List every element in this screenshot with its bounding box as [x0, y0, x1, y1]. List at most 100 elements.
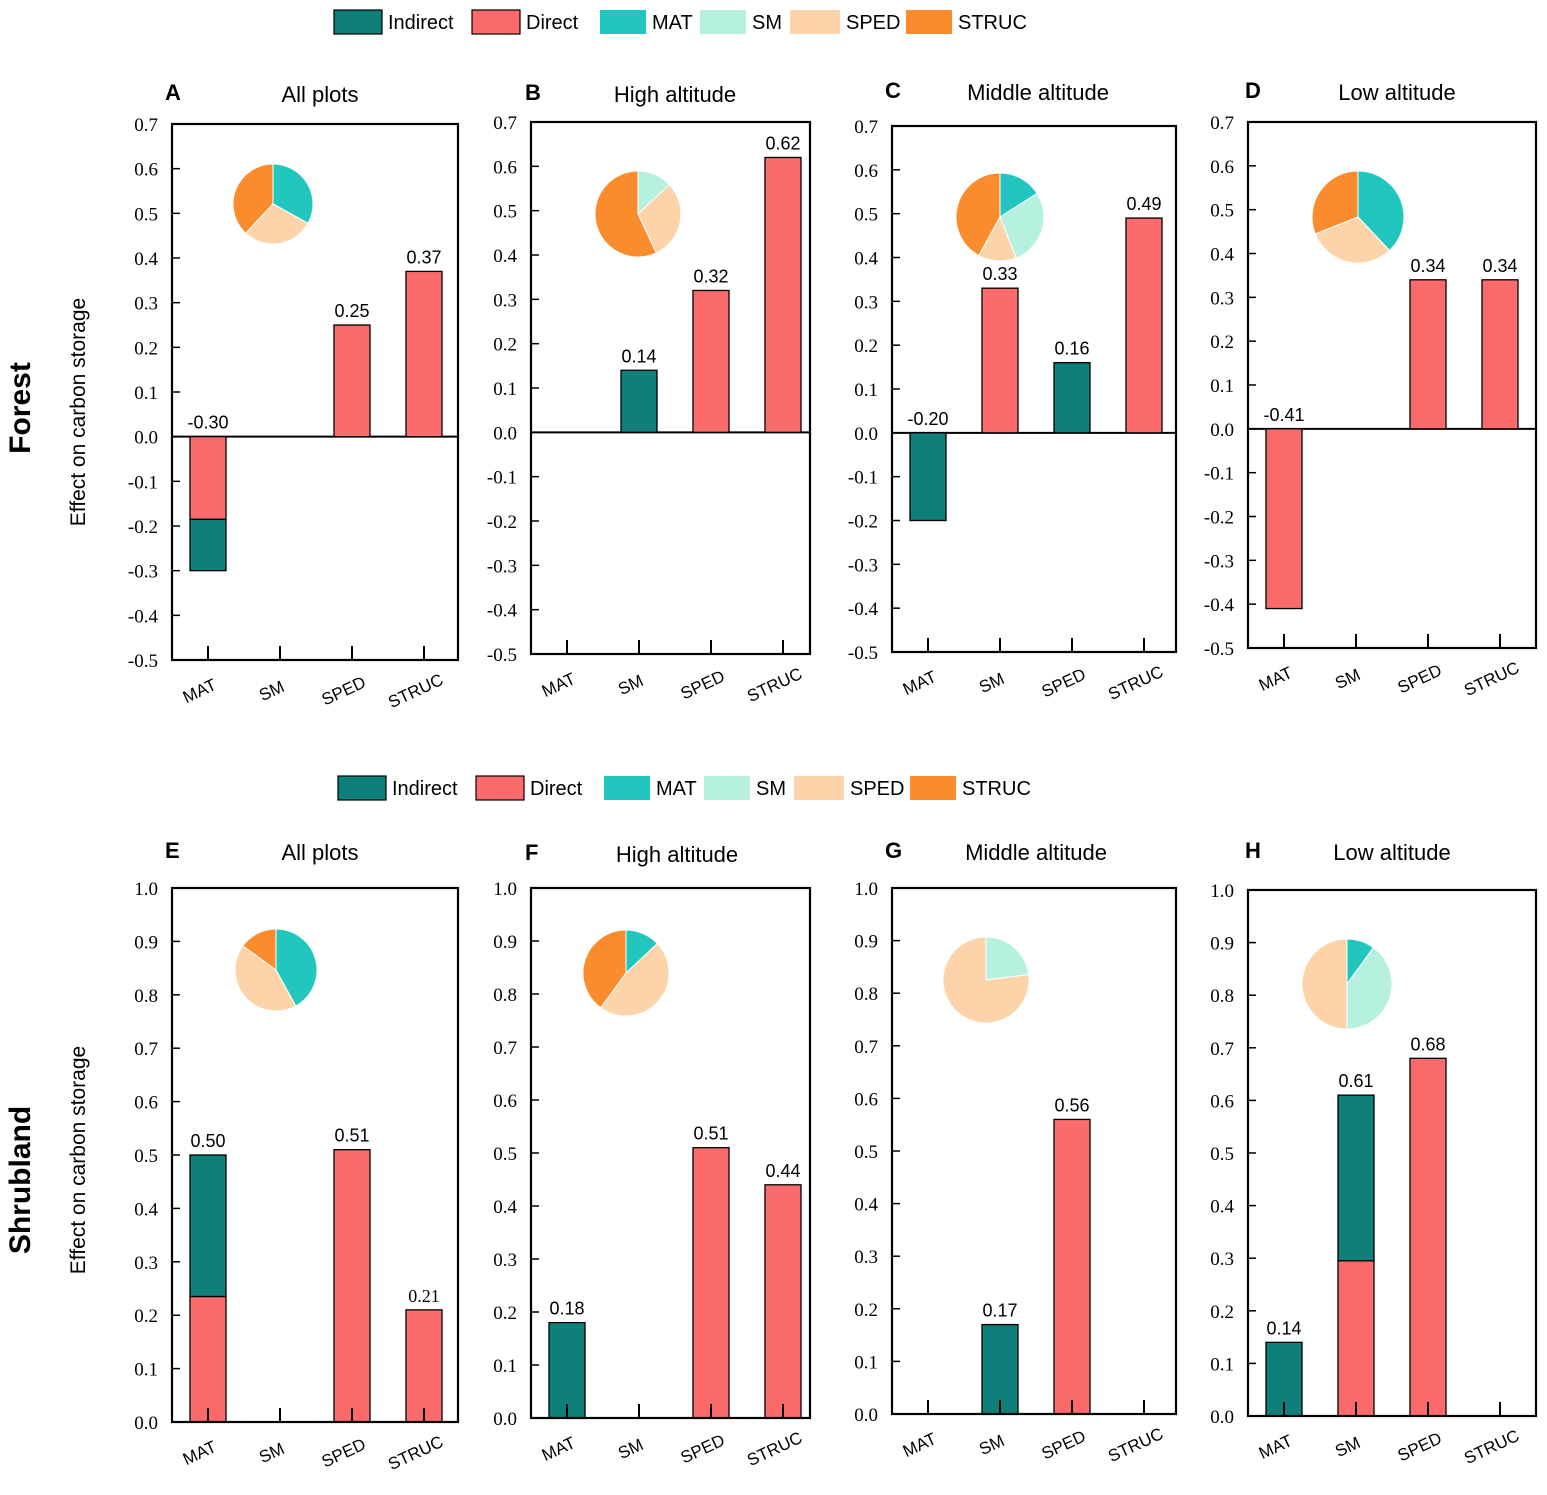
x-tick-label-sped: SPED [1395, 661, 1445, 698]
x-tick-label-struc: STRUC [1461, 1426, 1522, 1468]
y-tick-label: 0.3 [1210, 1249, 1234, 1270]
y-tick-label: 0.3 [134, 1253, 158, 1274]
y-tick-label: 0.5 [854, 1142, 878, 1163]
panel-h: H Low altitude 0.0 0.1 0.2 0.3 0.4 0.5 0.6 0.7 0.8… [1210, 838, 1538, 1468]
y-tick-label: 0.7 [493, 113, 517, 134]
pie-slice-sm [1346, 946, 1393, 1030]
x-tick-label-mat: MAT [539, 1433, 578, 1465]
y-tick-label: 0.1 [493, 1356, 517, 1377]
panel-title: Middle altitude [967, 80, 1109, 105]
pie-slice-struc [594, 170, 657, 258]
y-tick-label: 0.2 [134, 338, 158, 359]
value-label-sped: 0.56 [1054, 1095, 1089, 1115]
pie-slice-mat [275, 928, 318, 1007]
legend-shrubland-label-sped: SPED [850, 778, 904, 800]
value-label-mat: 0.50 [190, 1131, 225, 1151]
value-label-sped: 0.25 [334, 301, 369, 321]
y-tick-label: -0.1 [848, 468, 878, 489]
x-tick-label-struc: STRUC [1461, 658, 1522, 700]
panel-letter: B [525, 80, 541, 105]
value-label-mat: 0.14 [1266, 1318, 1301, 1338]
bar-direct-mat [189, 436, 227, 520]
y-tick-label: 0.7 [854, 117, 878, 138]
y-tick-label: 0.3 [854, 1247, 878, 1268]
panel-title: All plots [281, 82, 358, 107]
y-tick-label: 0.9 [1210, 934, 1234, 955]
panel-letter: G [885, 838, 902, 863]
y-tick-label: -0.2 [487, 512, 517, 533]
panel-b: B High altitude -0.5 -0.4 -0.3 -0.2 -0.1 0.0 0.1… [487, 80, 812, 706]
x-tick-label-struc: STRUC [744, 1428, 805, 1470]
panel-e: E All plots 0.0 0.1 0.2 0.3 0.4 0.5 0.6 0.7 0.8 0.9… [134, 838, 460, 1474]
pie-slice-mat [999, 172, 1038, 218]
legend-forest-swatch-indirect [333, 9, 383, 35]
y-tick-label: -0.1 [487, 468, 517, 489]
legend-shrubland-label-direct: Direct [530, 778, 583, 800]
x-tick-label-sm: SM [1332, 1433, 1363, 1461]
pie-slice-sped [234, 945, 297, 1012]
y-tick-label: 0.0 [493, 1409, 517, 1430]
pie-slice-sped [244, 203, 309, 245]
y-tick-label: 0.0 [1210, 420, 1234, 441]
legend-forest-swatch-mat [600, 10, 646, 34]
y-tick-label: 0.0 [134, 1413, 158, 1434]
legend-forest-label-struc: STRUC [958, 12, 1027, 34]
y-tick-label: 0.5 [134, 204, 158, 225]
y-tick-label: 0.3 [134, 294, 158, 315]
panel-d: D Low altitude -0.5 -0.4 -0.3 -0.2 -0.1 0.0 0.1 0… [1204, 78, 1538, 700]
value-label-sm: 0.33 [982, 264, 1017, 284]
row-label-forest: Forest [4, 362, 37, 454]
pie-slice-struc [232, 163, 274, 234]
legend-shrubland-label-indirect: Indirect [392, 778, 458, 800]
y-tick-label: 0.2 [854, 1300, 878, 1321]
y-tick-label: 0.5 [493, 202, 517, 223]
legend-forest: Indirect Direct MAT SM SPED STRUC [333, 9, 1027, 35]
legend-shrubland-swatch-indirect [337, 775, 387, 801]
y-tick-label: 0.7 [1210, 113, 1234, 134]
y-tick-label: 0.6 [854, 1089, 878, 1110]
y-tick-label: 0.1 [1210, 376, 1234, 397]
bar-direct-sm [1337, 1260, 1375, 1417]
x-tick-label-mat: MAT [180, 675, 219, 707]
panel-a: A All plots -0.5 -0.4 -0.3 -0.2 -0.1 0.0 0.1 0.2 0… [128, 80, 460, 712]
x-tick-label-sm: SM [976, 1431, 1007, 1459]
y-tick-label: 0.8 [854, 984, 878, 1005]
y-tick-label: 0.2 [1210, 332, 1234, 353]
y-tick-label: 0.1 [134, 383, 158, 404]
value-label-struc: 0.44 [765, 1161, 800, 1181]
x-tick-label-sped: SPED [1039, 1427, 1089, 1464]
legend-forest-swatch-struc [906, 10, 952, 34]
panel-title: High altitude [614, 82, 736, 107]
bar-indirect-sm [1337, 1094, 1375, 1262]
y-tick-label: -0.4 [487, 601, 518, 622]
y-tick-label: -0.5 [848, 643, 878, 664]
plot-frame [529, 120, 812, 656]
y-tick-label: 0.1 [493, 379, 517, 400]
y-tick-label: 0.9 [134, 932, 158, 953]
x-tick-label-sped: SPED [319, 1435, 369, 1472]
x-tick-label-sm: SM [615, 1435, 646, 1463]
y-tick-label: 0.4 [1210, 245, 1234, 266]
y-tick-label: 0.2 [854, 336, 878, 357]
x-tick-label-mat: MAT [1256, 1431, 1295, 1463]
y-axis-label-shrubland: Effect on carbon storage [67, 1046, 90, 1274]
legend-shrubland-label-struc: STRUC [962, 778, 1031, 800]
panel-f: F High altitude 0.0 0.1 0.2 0.3 0.4 0.5 0.6 0.7 0.… [493, 840, 812, 1470]
pie-slice-sped [1314, 216, 1391, 264]
y-tick-label: 0.6 [493, 157, 517, 178]
legend-forest-label-direct: Direct [526, 12, 579, 34]
plot-frame [170, 886, 460, 1424]
value-label-struc: 0.21 [408, 1286, 440, 1306]
x-tick-label-struc: STRUC [744, 664, 805, 706]
legend-shrubland-swatch-sped [794, 776, 844, 800]
legend-forest-label-indirect: Indirect [388, 12, 454, 34]
x-tick-label-mat: MAT [180, 1437, 219, 1469]
bar-direct-sped [333, 1149, 371, 1423]
y-tick-label: 0.7 [854, 1037, 878, 1058]
y-tick-label: 1.0 [854, 879, 878, 900]
pie-slice-sm [985, 936, 1030, 981]
y-tick-label: -0.3 [128, 562, 158, 583]
pie-slice-sped [600, 942, 670, 1017]
bar-direct-sped [692, 289, 730, 433]
legend-shrubland-swatch-mat [604, 776, 650, 800]
